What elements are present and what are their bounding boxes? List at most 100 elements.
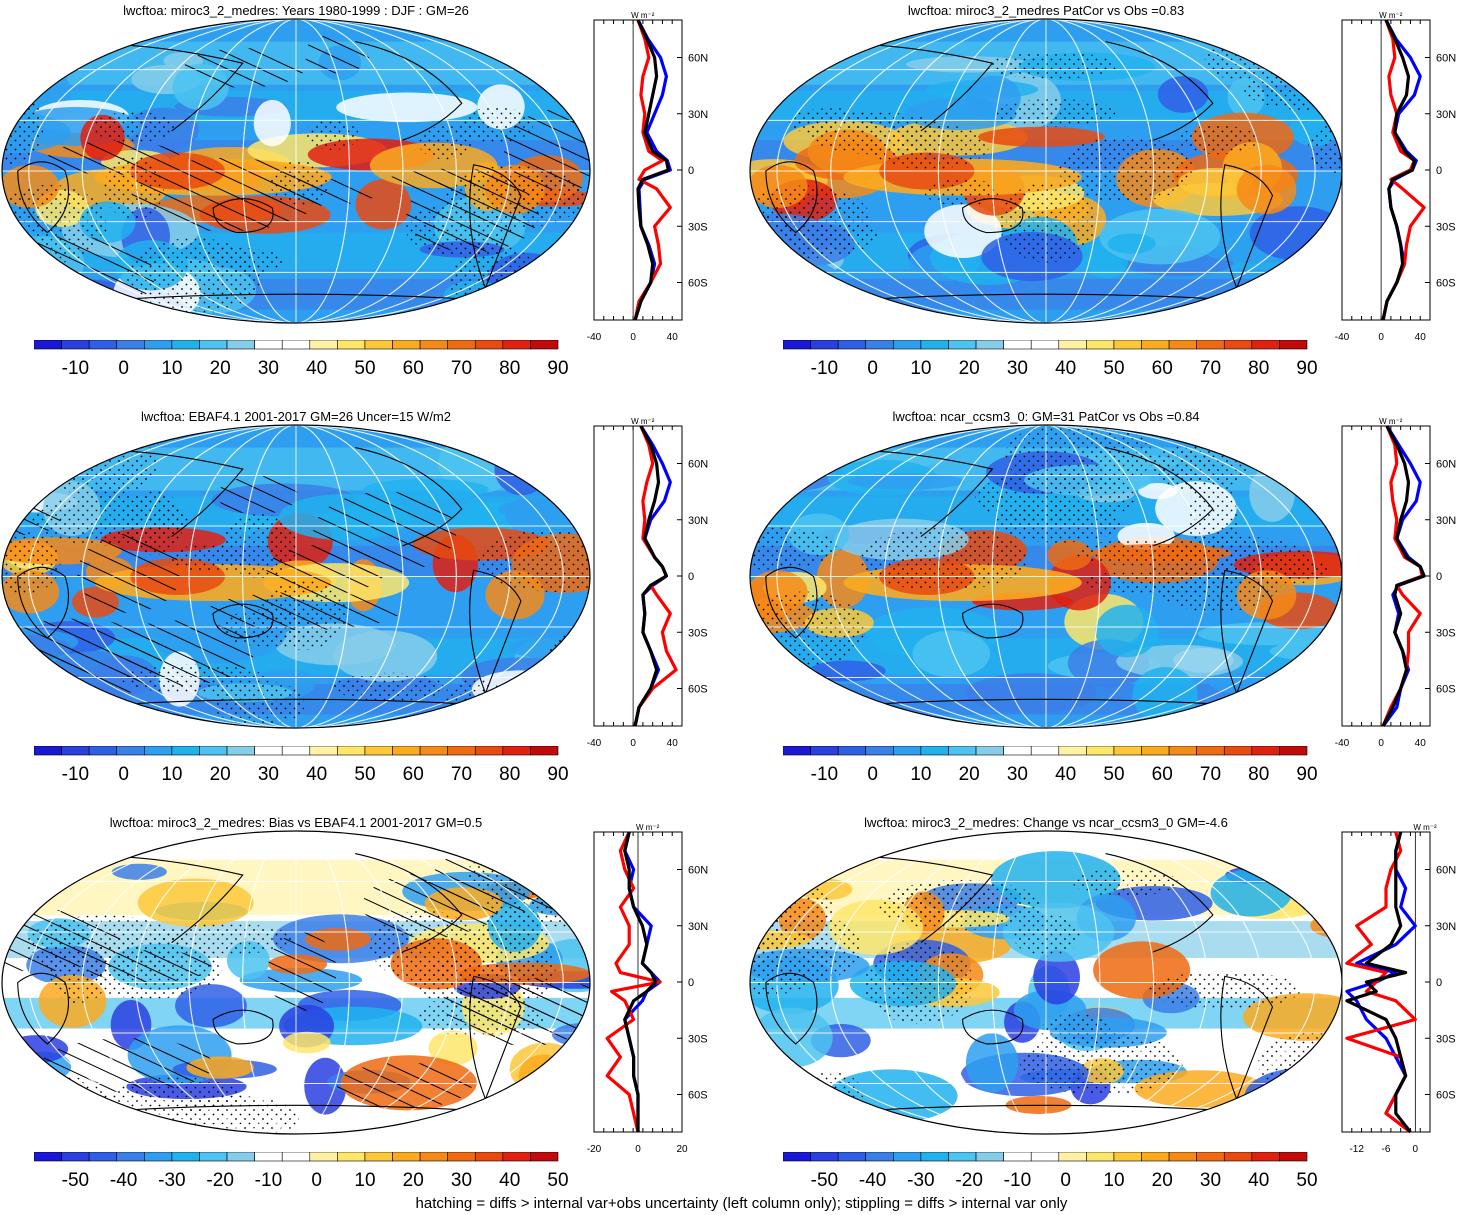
zonal-profile-middle-right: -40 0 40 60N 30N 0 30S 60S W m⁻² [1335,417,1456,749]
colorbar-bottom-right: -50 -40 -30 -20 -10 0 10 20 30 40 50 [783,1152,1318,1191]
profile-ytick-label: 60N [688,865,708,877]
profile-ytick-label: 60N [1436,865,1456,877]
profile-ytick-label: 0 [688,977,694,989]
profile-ytick-label: 60N [1436,459,1456,471]
colorbar-tick-label: -30 [158,1170,185,1191]
colorbar-tick-label: -30 [907,1170,934,1191]
profile-ytick-label: 30N [688,921,708,933]
map-middle-right [749,424,1343,729]
profile-ytick-label: 0 [1436,977,1442,989]
colorbar-tick-label: 60 [403,764,424,785]
colorbar-tick-label: 0 [1060,1170,1071,1191]
profile-xtick-label: 40 [667,738,679,749]
profile-ytick-label: 30S [1436,221,1456,233]
colorbar-tick-label: 20 [210,764,231,785]
profile-series-black [1381,425,1426,727]
profile-ytick-label: 60N [688,459,708,471]
panel-title: lwcftoa: miroc3_2_medres PatCor vs Obs =… [907,3,1185,18]
profile-ytick-label: 0 [1436,165,1442,177]
colorbar-tick-label: -50 [62,1170,89,1191]
colorbar-tick-label: 60 [1152,764,1173,785]
colorbar-top-left: -10 0 10 20 30 40 50 60 70 80 90 [34,340,569,379]
colorbar-tick-label: 10 [354,1170,375,1191]
colorbar-tick-label: 0 [118,764,129,785]
colorbar-tick-label: -10 [62,764,89,785]
colorbar-tick-label: -20 [955,1170,982,1191]
profile-xtick-label: -6 [1382,1144,1391,1155]
colorbar-tick-label: 40 [306,764,327,785]
colorbar-bottom-left: -50 -40 -30 -20 -10 0 10 20 30 40 50 [34,1152,569,1191]
colorbar-tick-label: -20 [206,1170,233,1191]
colorbar-tick-label: 90 [1296,358,1317,379]
colorbar-tick-label: 90 [547,358,568,379]
profile-xtick-label: -40 [1335,332,1350,343]
profile-series-blue [633,19,672,321]
colorbar-tick-label: 10 [1103,1170,1124,1191]
colorbar-tick-label: 20 [403,1170,424,1191]
profile-xtick-label: 20 [676,1144,688,1155]
profile-ytick-label: 30N [688,109,708,121]
profile-xtick-label: 0 [1413,1144,1419,1155]
profile-series-black [1345,831,1412,1133]
colorbar-tick-label: -10 [811,358,838,379]
profile-series-red [633,425,678,727]
profile-xtick-label: 0 [630,332,636,343]
profile-ytick-label: 30N [1436,921,1456,933]
map-bottom-left [1,830,591,1135]
profile-ytick-label: 0 [1436,571,1442,583]
colorbar-tick-label: -10 [811,764,838,785]
colorbar-tick-label: 0 [867,764,878,785]
profile-ytick-label: 60S [688,684,708,696]
profile-ytick-label: 30N [688,515,708,527]
colorbar-tick-label: 10 [910,764,931,785]
profile-ytick-label: 30S [688,627,708,639]
profile-series-red [1345,831,1417,1134]
profile-ytick-label: 30S [688,1033,708,1045]
profile-ytick-label: 30N [1436,109,1456,121]
colorbar-tick-label: 50 [547,1170,568,1191]
profile-xtick-label: -40 [587,332,602,343]
colorbar-tick-label: 70 [451,358,472,379]
colorbar-tick-label: 80 [499,358,520,379]
profile-ytick-label: 30S [688,221,708,233]
profile-series-black [633,425,669,727]
map-top-right [749,18,1343,324]
profile-ytick-label: 0 [688,571,694,583]
colorbar-middle-right: -10 0 10 20 30 40 50 60 70 80 90 [783,746,1318,785]
profile-ytick-label: 60S [688,1090,708,1102]
panel-title: lwcftoa: miroc3_2_medres: Change vs ncar… [864,815,1228,830]
profile-xtick-label: -20 [587,1144,602,1155]
profile-xtick-label: 40 [1415,332,1427,343]
colorbar-tick-label: 80 [1248,764,1269,785]
profile-ytick-label: 30N [1436,515,1456,527]
profile-units-label: W m⁻² [631,417,655,426]
colorbar-tick-label: 50 [1103,358,1124,379]
colorbar-tick-label: 70 [451,764,472,785]
colorbar-tick-label: -40 [859,1170,886,1191]
colorbar-tick-label: 10 [161,358,182,379]
panel-title: lwcftoa: miroc3_2_medres: Years 1980-199… [123,3,469,18]
colorbar-tick-label: 40 [499,1170,520,1191]
profile-ytick-label: 60N [688,53,708,65]
colorbar-tick-label: 10 [910,358,931,379]
profile-series-red [605,831,662,1133]
profile-ytick-label: 60S [1436,1090,1456,1102]
colorbar-tick-label: 60 [1152,358,1173,379]
profile-series-black [633,19,670,321]
profile-ytick-label: 0 [688,165,694,177]
profile-units-label: W m⁻² [636,823,660,832]
profile-xtick-label: 40 [1415,738,1427,749]
map-bottom-right [749,830,1343,1135]
profile-xtick-label: -40 [587,738,602,749]
colorbar-tick-label: 50 [354,358,375,379]
colorbar-tick-label: 60 [403,358,424,379]
colorbar-tick-label: -50 [811,1170,838,1191]
colorbar-tick-label: 20 [959,764,980,785]
colorbar-tick-label: 30 [258,358,279,379]
profile-ytick-label: 60S [1436,684,1456,696]
map-middle-left [1,424,591,729]
map-top-left [1,18,591,324]
colorbar-tick-label: 30 [1200,1170,1221,1191]
profile-ytick-label: 30S [1436,1033,1456,1045]
profile-xtick-label: 0 [635,1144,641,1155]
